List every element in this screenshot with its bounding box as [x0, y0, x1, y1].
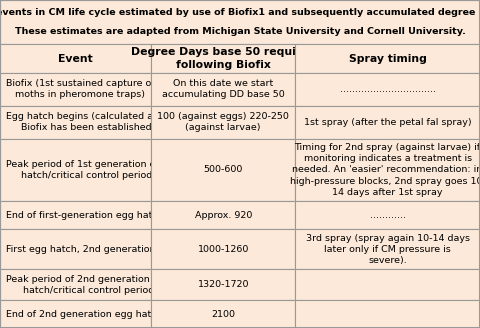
Text: Event: Event: [58, 53, 93, 64]
Text: ............: ............: [370, 211, 406, 220]
Text: Timing for 2nd spray (against larvae) if
monitoring indicates a treatment is
nee: Timing for 2nd spray (against larvae) if…: [289, 143, 480, 197]
Text: 1st spray (after the petal fal spray): 1st spray (after the petal fal spray): [304, 118, 471, 127]
Text: 500-600: 500-600: [204, 166, 243, 174]
Text: These estimates are adapted from Michigan State University and Cornell Universit: These estimates are adapted from Michiga…: [14, 27, 466, 36]
Text: Key events in CM life cycle estimated by use of Biofix1 and subsequently accumul: Key events in CM life cycle estimated by…: [0, 8, 480, 17]
Text: End of first-generation egg hatch: End of first-generation egg hatch: [6, 211, 164, 220]
Text: First egg hatch, 2nd generation: First egg hatch, 2nd generation: [6, 245, 156, 254]
Text: Degree Days base 50 required
following Biofix: Degree Days base 50 required following B…: [131, 47, 316, 70]
Text: Peak period of 1st generation egg
hatch/critical control period: Peak period of 1st generation egg hatch/…: [6, 160, 168, 180]
Text: Peak period of 2nd generation egg
hatch/critical control period: Peak period of 2nd generation egg hatch/…: [6, 275, 171, 295]
Text: Approx. 920: Approx. 920: [194, 211, 252, 220]
Text: ................................: ................................: [340, 85, 436, 94]
Text: 3rd spray (spray again 10-14 days
later only if CM pressure is
severe).: 3rd spray (spray again 10-14 days later …: [306, 234, 469, 265]
Text: Biofix (1st sustained capture of
moths in pheromone traps): Biofix (1st sustained capture of moths i…: [6, 79, 155, 99]
Text: Spray timing: Spray timing: [348, 53, 427, 64]
Text: On this date we start
accumulating DD base 50: On this date we start accumulating DD ba…: [162, 79, 285, 99]
Text: 1000-1260: 1000-1260: [197, 245, 249, 254]
Text: 2100: 2100: [211, 310, 235, 319]
Text: 100 (against eggs) 220-250
(against larvae): 100 (against eggs) 220-250 (against larv…: [157, 112, 289, 132]
Text: End of 2nd generation egg hatch: End of 2nd generation egg hatch: [6, 310, 163, 319]
Text: Egg hatch begins (calculated after
Biofix has been established): Egg hatch begins (calculated after Biofi…: [6, 112, 170, 132]
Text: 1320-1720: 1320-1720: [197, 280, 249, 290]
